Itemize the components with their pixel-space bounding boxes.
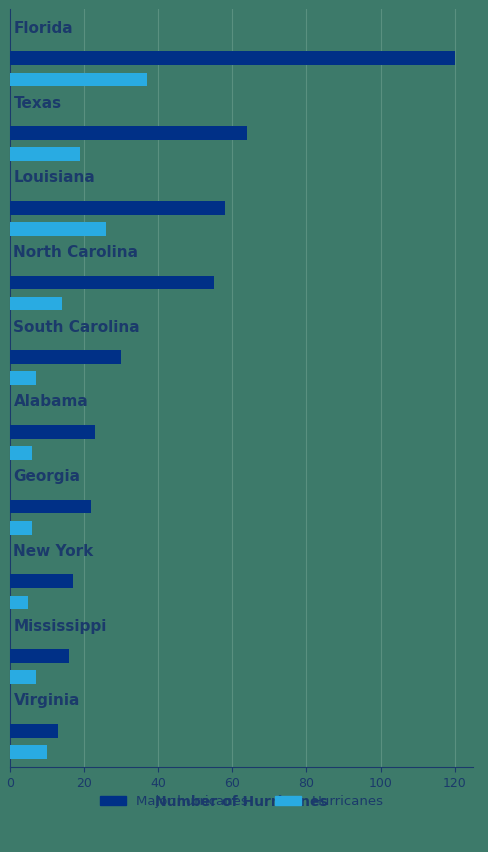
Text: Texas: Texas [14,95,61,111]
Text: Louisiana: Louisiana [14,170,95,186]
Bar [10,500,91,514]
Bar [10,671,36,684]
Bar [10,72,147,86]
Bar [10,596,28,609]
Bar [10,51,455,65]
Bar [10,222,106,236]
Bar [10,371,36,385]
Bar [10,574,73,588]
Text: Alabama: Alabama [14,394,88,410]
X-axis label: Number of Hurricanes: Number of Hurricanes [155,795,328,809]
Bar [10,425,95,439]
Text: South Carolina: South Carolina [14,320,140,335]
Text: Virginia: Virginia [14,694,80,708]
Text: Florida: Florida [14,21,73,36]
Text: Georgia: Georgia [14,469,81,484]
Bar [10,201,225,215]
Bar [10,724,58,738]
Bar [10,296,61,310]
Text: New York: New York [14,544,94,559]
Bar [10,649,69,663]
Bar [10,147,80,161]
Bar [10,745,47,759]
Text: North Carolina: North Carolina [14,245,139,260]
Bar [10,350,121,364]
Bar [10,521,32,534]
Bar [10,446,32,460]
Bar [10,126,247,140]
Legend: Major hurricanes, Hurricanes: Major hurricanes, Hurricanes [94,790,389,814]
Bar [10,275,214,290]
Text: Mississippi: Mississippi [14,619,107,634]
